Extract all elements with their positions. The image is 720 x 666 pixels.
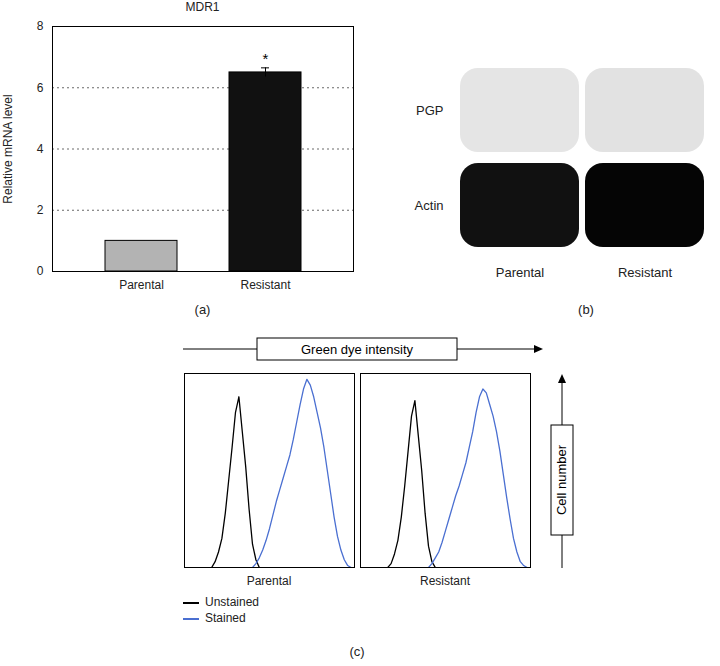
svg-text:*: *	[263, 50, 269, 67]
svg-text:6: 6	[37, 81, 44, 95]
html-text:(c): (c)	[349, 644, 365, 659]
svg-text:0: 0	[37, 264, 44, 278]
svg-text:Resistant: Resistant	[240, 278, 291, 292]
html-text:(b): (b)	[578, 302, 594, 317]
html-text:Parental: Parental	[246, 574, 292, 588]
svg-text:Relative mRNA level: Relative mRNA level	[1, 94, 15, 203]
svg-text:8: 8	[37, 19, 44, 33]
svg-text:Parental: Parental	[119, 278, 164, 292]
html-text:Unstained: Unstained	[205, 595, 259, 609]
svg-text:Green dye intensity: Green dye intensity	[301, 342, 414, 357]
html-text:(a): (a)	[194, 302, 211, 317]
svg-text:Cell number: Cell number	[554, 444, 569, 515]
html-text:Resistant: Resistant	[420, 574, 470, 588]
svg-text:2: 2	[37, 203, 44, 217]
svg-text:Resistant: Resistant	[618, 265, 673, 280]
svg-text:Parental: Parental	[496, 265, 545, 280]
svg-text:PGP: PGP	[416, 103, 443, 118]
svg-text:4: 4	[37, 142, 44, 156]
html-text:MDR1: MDR1	[185, 0, 220, 14]
html-text:Stained: Stained	[205, 611, 246, 625]
svg-text:Actin: Actin	[415, 198, 444, 213]
